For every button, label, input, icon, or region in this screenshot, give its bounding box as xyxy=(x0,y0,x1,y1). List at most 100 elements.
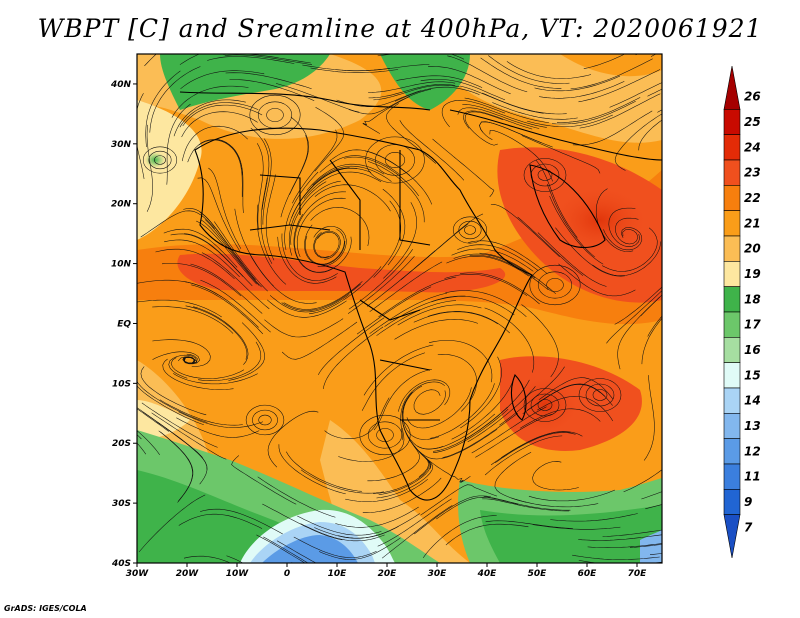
streamline xyxy=(432,406,508,452)
colorbar-swatch xyxy=(723,210,741,237)
streamline xyxy=(657,109,662,113)
streamline xyxy=(348,88,432,115)
streamline xyxy=(306,163,385,191)
streamline xyxy=(185,305,248,360)
streamline xyxy=(300,469,384,494)
streamline xyxy=(197,177,241,252)
streamline xyxy=(345,478,428,502)
streamline xyxy=(643,375,655,461)
streamline xyxy=(161,263,242,297)
streamline xyxy=(534,75,621,92)
streamline-eddy xyxy=(464,225,476,235)
streamline xyxy=(291,167,358,219)
streamline xyxy=(145,70,181,148)
colorbar-label: 7 xyxy=(744,520,753,534)
streamline xyxy=(587,543,662,548)
streamline xyxy=(641,317,662,365)
streamline xyxy=(501,431,583,458)
streamline xyxy=(394,319,478,340)
streamline xyxy=(178,513,263,529)
streamline xyxy=(550,513,638,522)
streamline xyxy=(338,428,405,462)
streamline xyxy=(402,385,440,440)
streamline xyxy=(297,515,382,536)
lat-tick-label: 20S xyxy=(112,439,131,449)
streamline xyxy=(463,110,533,130)
streamline xyxy=(551,100,636,125)
streamline xyxy=(645,504,662,510)
streamline xyxy=(168,354,197,379)
lon-tick-label: 20E xyxy=(378,569,398,579)
streamline xyxy=(647,315,662,337)
streamline xyxy=(453,253,536,279)
wbpt-shading xyxy=(137,54,662,563)
streamline xyxy=(386,103,437,164)
streamline xyxy=(267,299,347,318)
streamline xyxy=(284,171,319,251)
streamline xyxy=(303,171,382,199)
streamline xyxy=(312,165,392,186)
streamline xyxy=(420,484,498,516)
streamline xyxy=(142,411,208,470)
colorbar-swatch xyxy=(723,413,741,439)
lat-tick-label: 30N xyxy=(111,140,132,150)
colorbar-label: 17 xyxy=(744,318,761,332)
colorbar-label: 18 xyxy=(744,292,761,306)
colorbar-label: 14 xyxy=(744,394,761,408)
streamline xyxy=(144,54,157,67)
streamline xyxy=(384,295,466,327)
streamline xyxy=(182,104,263,127)
streamline xyxy=(418,429,498,460)
streamline-eddy xyxy=(523,388,567,422)
streamline xyxy=(420,79,506,101)
streamline xyxy=(180,70,265,90)
streamline xyxy=(289,116,309,195)
streamline xyxy=(603,227,643,251)
streamline xyxy=(480,57,562,89)
streamline xyxy=(318,537,401,560)
streamline-eddy xyxy=(365,136,425,184)
streamline xyxy=(528,489,616,502)
streamline xyxy=(223,54,311,64)
streamline xyxy=(436,497,518,520)
streamline xyxy=(183,555,232,563)
streamline-eddy xyxy=(523,158,567,192)
lon-tick-label: 60E xyxy=(578,569,598,579)
streamline xyxy=(583,54,626,69)
streamline xyxy=(179,102,259,128)
streamline-eddy xyxy=(266,108,284,122)
colorbar-swatch xyxy=(723,387,741,414)
streamline xyxy=(341,64,430,72)
streamline xyxy=(428,66,511,95)
colorbar-label: 21 xyxy=(744,216,761,230)
streamline xyxy=(163,228,238,268)
streamline xyxy=(277,236,337,284)
streamline xyxy=(162,358,234,390)
streamline xyxy=(578,534,662,541)
streamline xyxy=(484,435,563,476)
streamline xyxy=(460,356,502,429)
streamline xyxy=(488,55,570,84)
colorbar-swatch xyxy=(723,261,741,287)
streamline xyxy=(369,292,448,334)
streamline-eddy xyxy=(546,278,564,292)
streamline xyxy=(614,113,662,171)
streamline xyxy=(471,406,547,454)
streamline xyxy=(173,99,246,137)
streamline xyxy=(178,411,264,428)
colorbar: 26 25 24 23 22 21 20 19 18 17 16 15 14 13 12 11 9 7 xyxy=(723,65,761,559)
streamline xyxy=(519,408,601,429)
streamline xyxy=(467,240,547,274)
streamline xyxy=(183,233,253,287)
streamline xyxy=(482,498,570,512)
streamline-eddy xyxy=(258,414,272,426)
streamline xyxy=(265,174,276,261)
streamline xyxy=(441,100,506,128)
streamline xyxy=(649,553,662,555)
streamline xyxy=(141,402,218,448)
streamline xyxy=(200,279,271,333)
colorbar-label: 22 xyxy=(744,191,761,205)
streamline xyxy=(313,226,347,267)
colorbar-swatch xyxy=(723,65,741,110)
streamline xyxy=(200,219,260,286)
